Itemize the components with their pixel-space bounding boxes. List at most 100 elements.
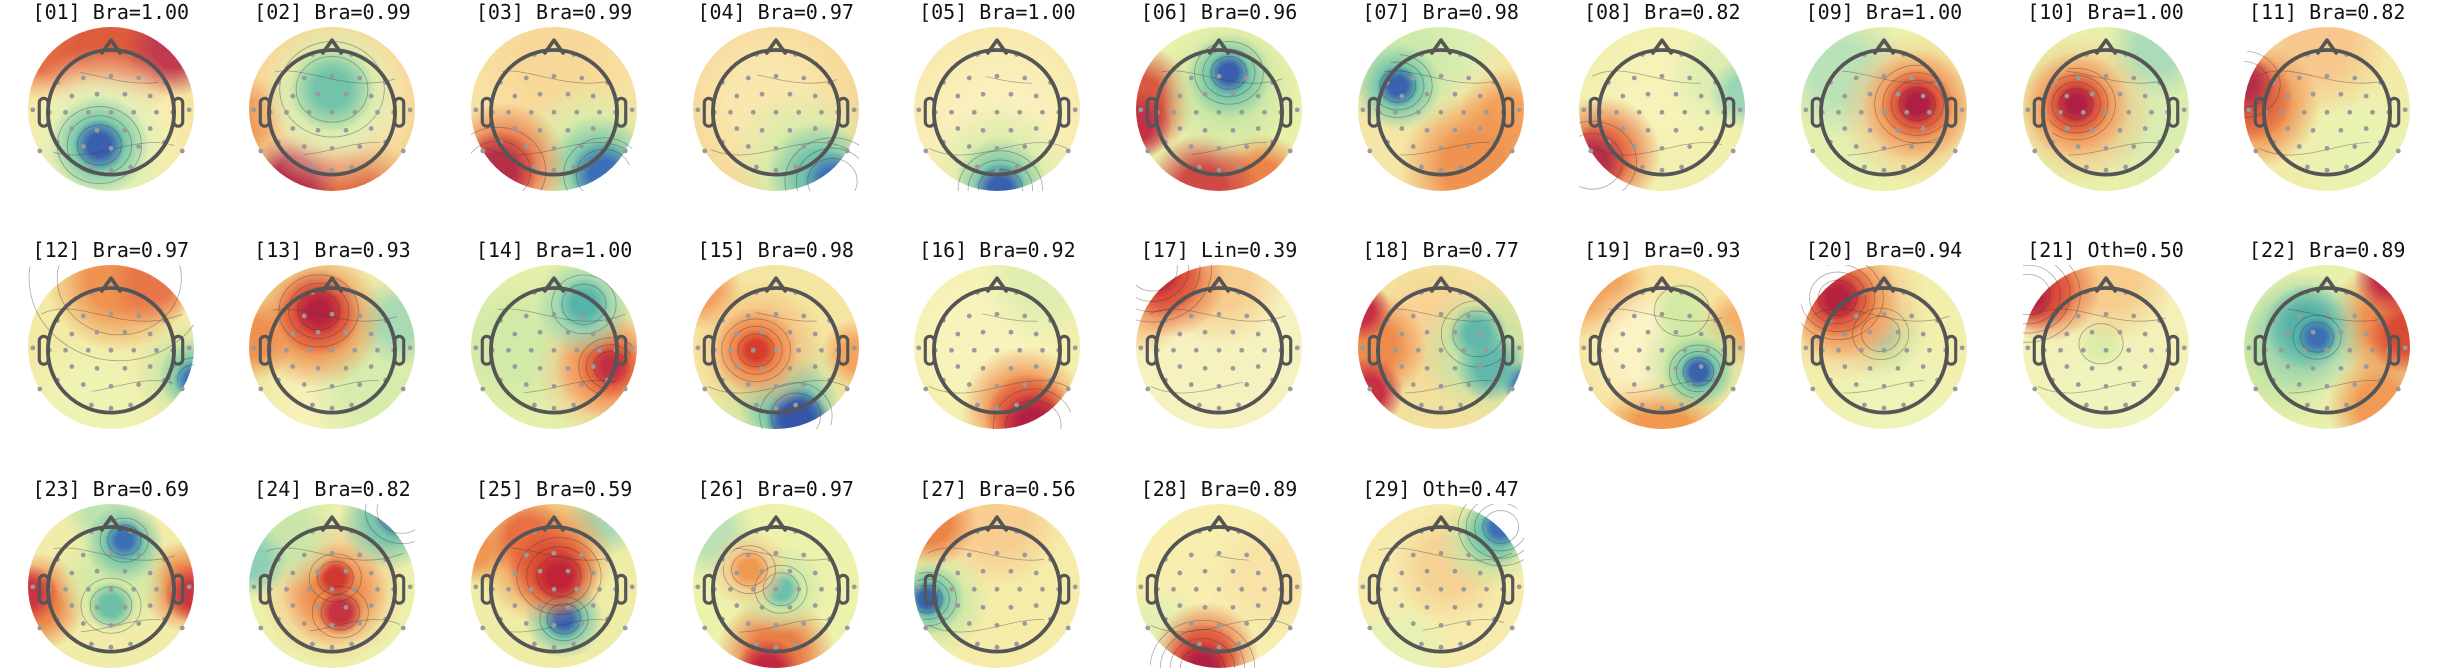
head-outline: [1367, 38, 1514, 177]
contour-lines: [2244, 51, 2400, 155]
sensor-dots: [695, 529, 857, 650]
sensor-dots: [916, 290, 1078, 411]
ear-left-icon: [702, 96, 715, 128]
topomap-field: [914, 504, 1081, 668]
ear-right-icon: [1723, 96, 1736, 128]
contour-lines: [29, 265, 194, 402]
ear-left-icon: [480, 573, 493, 605]
head-overlay: [2023, 265, 2187, 415]
topomap-head: [1135, 265, 1302, 429]
ear-right-icon: [1723, 334, 1736, 366]
head-outline: [1367, 515, 1514, 654]
nose-icon: [543, 515, 566, 532]
component-title: [05] Bra=1.00: [919, 0, 1076, 24]
head-overlay: [30, 38, 192, 191]
contour-lines: [41, 71, 184, 184]
component-title: [10] Bra=1.00: [2027, 0, 2184, 24]
ear-right-icon: [615, 573, 628, 605]
contour-lines: [263, 275, 406, 393]
sensor-dots: [1360, 529, 1522, 650]
sensor-dots: [2246, 52, 2408, 173]
sensor-dots: [695, 52, 857, 173]
component-title: [01] Bra=1.00: [32, 0, 190, 24]
topomap-field: [2244, 27, 2411, 191]
topomap-tile: [03] Bra=0.99: [443, 2, 665, 240]
topomap-tile: [15] Bra=0.98: [665, 240, 887, 479]
head-outline: [37, 515, 185, 654]
topomap-head: [27, 504, 194, 668]
head-overlay: [251, 265, 414, 415]
component-title: [09] Bra=1.00: [1805, 0, 1963, 24]
head-overlay: [471, 38, 637, 191]
topomap-tile: [14] Bra=1.00: [443, 240, 665, 479]
topomap-field: [2022, 265, 2189, 429]
component-title: [29] Oth=0.47: [1362, 477, 1519, 501]
topomap-field: [471, 27, 638, 191]
component-title: [02] Bra=0.99: [254, 0, 411, 24]
head-overlay: [1360, 38, 1522, 177]
sensor-dots: [251, 290, 414, 411]
head-outline: [37, 276, 185, 415]
topomap-head: [471, 265, 638, 429]
head-outline: [259, 515, 406, 654]
nose-icon: [1208, 515, 1230, 532]
nose-icon: [2094, 276, 2117, 293]
topomap-tile: [04] Bra=0.97: [665, 2, 887, 240]
head-overlay: [251, 504, 415, 654]
head-overlay: [1801, 265, 1965, 415]
component-title: [18] Bra=0.77: [1362, 238, 1519, 262]
sensor-dots: [1138, 529, 1300, 650]
sensor-dots: [30, 529, 192, 650]
topomap-tile: [18] Bra=0.77: [1330, 240, 1552, 479]
topomap-field: [692, 504, 859, 668]
sensor-dots: [473, 290, 635, 411]
topomap-tile: [21] Oth=0.50: [1995, 240, 2217, 479]
topomap-head: [914, 27, 1081, 191]
nose-icon: [1872, 276, 1895, 293]
topomap-head: [1357, 27, 1524, 191]
topomap-head: [2244, 27, 2411, 191]
ear-right-icon: [2388, 334, 2401, 366]
topomap-tile: [29] Oth=0.47: [1330, 479, 1552, 669]
component-title: [14] Bra=1.00: [475, 238, 633, 262]
head-outline: [924, 515, 1071, 654]
sensor-dots: [2024, 290, 2187, 411]
sensor-dots: [1138, 290, 1300, 411]
head-overlay: [251, 38, 414, 177]
head-outline: [1145, 276, 1293, 415]
ear-right-icon: [1280, 573, 1293, 605]
ear-right-icon: [1945, 334, 1958, 366]
topomap-head: [1135, 27, 1302, 191]
topomap-field: [471, 265, 638, 429]
ear-right-icon: [1280, 96, 1293, 128]
topomap-field: [249, 504, 416, 668]
nose-icon: [321, 276, 344, 293]
nose-icon: [99, 38, 122, 55]
ear-left-icon: [924, 334, 937, 366]
topomap-head: [914, 504, 1081, 668]
sensor-dots: [1360, 290, 1522, 411]
component-title: [12] Bra=0.97: [32, 238, 190, 262]
ear-right-icon: [393, 573, 406, 605]
topomap-tile: [05] Bra=1.00: [887, 2, 1109, 240]
topomap-head: [471, 504, 638, 668]
topomap-field: [1579, 265, 1746, 429]
ear-left-icon: [2032, 96, 2045, 128]
component-title: [22] Bra=0.89: [2248, 238, 2406, 262]
ear-right-icon: [1058, 334, 1071, 366]
sensor-dots: [2246, 290, 2408, 411]
nose-icon: [1872, 38, 1895, 55]
topomap-tile: [06] Bra=0.96: [1108, 2, 1330, 240]
head-outline: [924, 276, 1071, 415]
sensor-dots: [30, 52, 192, 173]
head-overlay: [473, 515, 635, 654]
sensor-dots: [473, 52, 635, 173]
head-outline: [1588, 38, 1736, 177]
topomap-head: [1579, 27, 1746, 191]
topomap-head: [692, 504, 859, 668]
topomap-head: [27, 27, 194, 191]
topomap-field: [249, 265, 416, 429]
sensor-dots: [1138, 52, 1300, 173]
